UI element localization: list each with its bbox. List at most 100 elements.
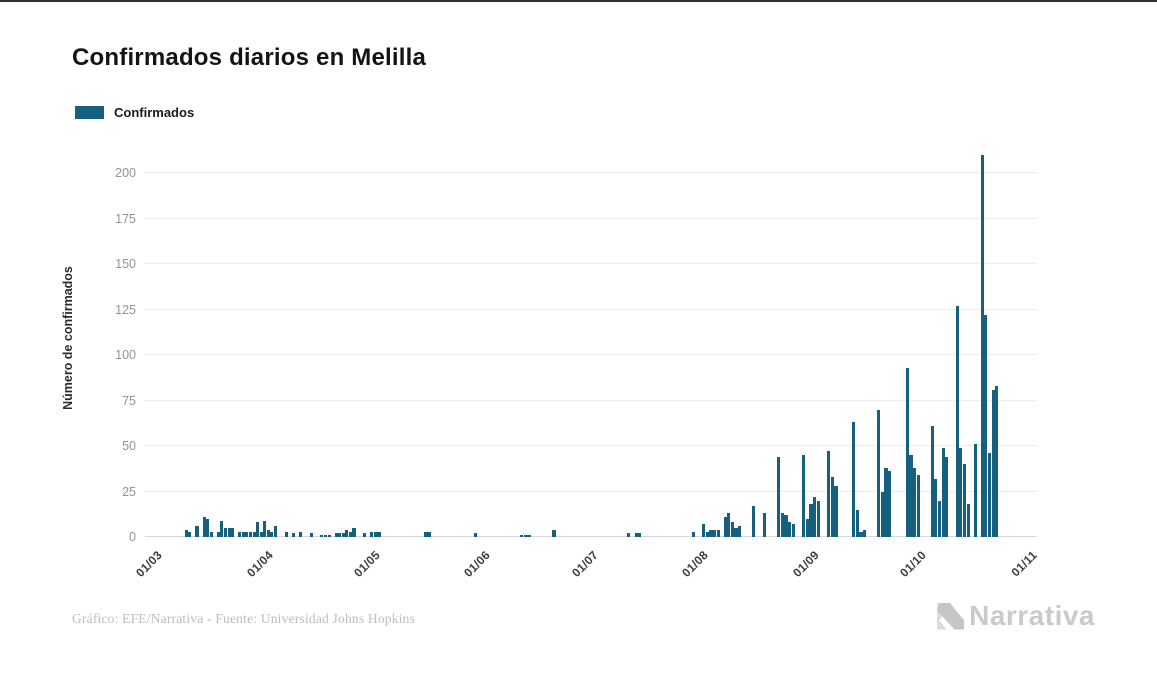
bar [780,513,784,537]
bar [270,531,274,537]
bar [241,531,245,537]
bar [256,522,260,537]
bar [638,533,642,537]
bar [709,529,713,537]
gridline [145,354,1037,355]
bar [802,455,806,537]
bar [930,425,934,537]
bar [734,527,738,537]
bar [231,527,235,537]
bar [338,533,342,537]
bar [941,447,945,537]
bar [238,531,242,537]
x-tick-label: 01/05 [350,548,383,580]
bar [830,476,834,537]
bar [791,524,795,537]
bar [527,535,531,537]
bar [334,533,338,537]
bar [855,509,859,537]
bar [373,531,377,537]
bar [691,531,695,537]
bar [966,504,970,537]
bar [884,467,888,537]
bar [223,527,228,537]
bar [777,456,781,537]
x-tick-label: 01/08 [679,548,712,580]
bar [184,529,188,537]
bar [905,367,909,537]
x-tick-label: 01/07 [568,548,601,580]
y-tick-label: 200 [115,166,136,180]
bar [863,529,867,537]
bar [973,444,977,537]
bar [752,506,756,537]
bar [348,531,352,537]
bar [984,314,988,537]
bar [945,456,949,537]
bar [705,531,709,537]
bar [341,533,345,537]
y-tick-label: 125 [115,302,136,317]
brand-name: Narrativa [969,600,1095,631]
bar [220,520,224,537]
y-tick-label: 75 [122,393,136,408]
bar [195,526,199,537]
bar [327,535,331,537]
bar [816,500,820,537]
bar [723,516,727,537]
bar [702,524,706,537]
bar [377,531,381,537]
x-tick-label: 01/04 [243,548,276,580]
bar [520,535,524,537]
bar [937,500,942,537]
gridline [145,217,1037,219]
bar [727,513,731,537]
bar [784,515,788,537]
bar [345,529,349,537]
bar [805,518,809,537]
legend-swatch-icon [75,106,104,119]
bar [713,529,717,537]
bar [852,422,856,537]
bar [206,518,210,537]
gridline [145,263,1037,264]
y-tick-label: 0 [129,530,136,544]
bar [634,533,638,537]
bar [523,535,527,537]
bar [259,531,263,537]
y-tick-label: 50 [122,439,136,453]
bar [370,531,374,537]
bar [962,464,967,537]
gridline [145,445,1037,446]
bar [298,531,303,537]
gridline [145,172,1037,173]
bar [909,455,913,537]
gridline [145,399,1037,401]
bar [955,305,959,537]
bar [859,531,863,537]
bar [323,535,328,537]
bar [427,531,431,537]
x-tick-label: 01/09 [789,548,822,580]
narrativa-logo-icon [937,602,965,630]
bar [730,522,734,537]
bar [473,533,477,537]
bar [273,526,278,537]
bar [880,491,884,537]
y-tick-label: 25 [122,484,136,499]
bar [991,389,995,537]
bar [209,531,213,537]
bar [813,496,817,537]
plot-area [145,148,1037,537]
bar [291,533,295,537]
bar [552,529,556,537]
y-tick-label: 150 [115,257,136,271]
bar [202,516,206,537]
bar [245,531,249,537]
bar [352,527,356,537]
bar [716,529,720,537]
bar [266,529,270,537]
bar [827,451,831,537]
bar [959,447,963,537]
